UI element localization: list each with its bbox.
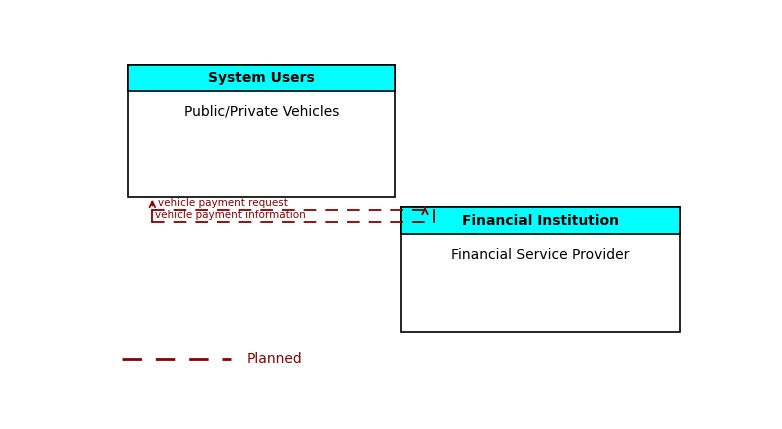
Bar — [401, 207, 680, 332]
Text: Financial Institution: Financial Institution — [461, 214, 619, 227]
Text: System Users: System Users — [208, 71, 315, 85]
Bar — [128, 65, 395, 91]
Text: Planned: Planned — [246, 352, 302, 366]
Text: vehicle payment request: vehicle payment request — [159, 198, 289, 208]
Bar — [128, 65, 395, 197]
Text: Financial Service Provider: Financial Service Provider — [451, 248, 630, 262]
Bar — [401, 207, 680, 234]
Text: Public/Private Vehicles: Public/Private Vehicles — [184, 104, 339, 118]
Text: vehicle payment information: vehicle payment information — [156, 210, 306, 220]
